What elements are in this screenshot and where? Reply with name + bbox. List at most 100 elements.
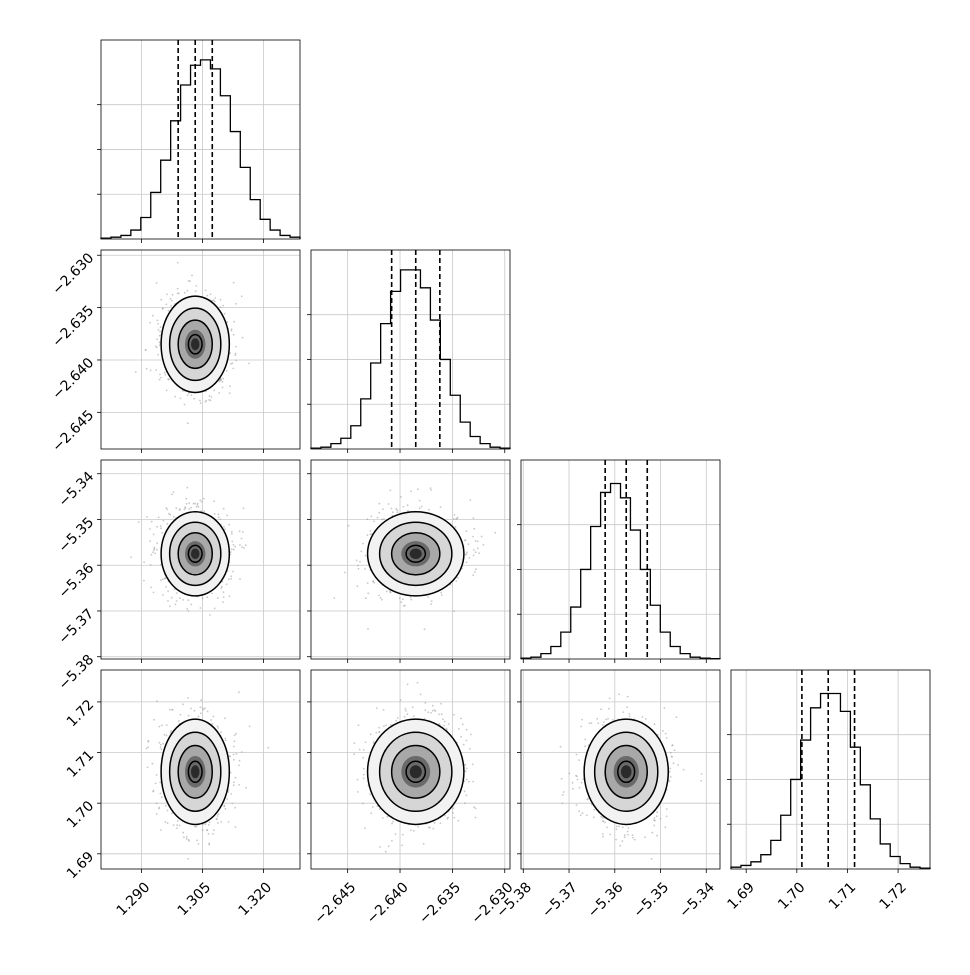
scatter-point	[161, 748, 163, 750]
scatter-point	[356, 585, 358, 587]
scatter-point	[453, 518, 455, 520]
scatter-point	[622, 840, 624, 842]
scatter-point	[225, 808, 227, 810]
scatter-point	[231, 541, 233, 543]
scatter-point	[466, 740, 468, 742]
scatter-point	[162, 578, 164, 580]
scatter-point	[217, 815, 219, 817]
scatter-point	[383, 725, 385, 727]
scatter-point	[200, 402, 202, 404]
scatter-point	[222, 601, 224, 603]
scatter-point	[231, 328, 233, 330]
scatter-point	[267, 747, 269, 749]
scatter-point	[230, 793, 232, 795]
scatter-point	[161, 796, 163, 798]
scatter-point	[235, 777, 237, 779]
scatter-point	[199, 499, 201, 501]
scatter-point	[209, 395, 211, 397]
scatter-point	[202, 597, 204, 599]
scatter-point	[239, 544, 241, 546]
scatter-point	[146, 516, 148, 518]
scatter-point	[147, 740, 149, 742]
scatter-point	[170, 730, 172, 732]
scatter-point	[230, 575, 232, 577]
scatter-point	[469, 499, 471, 501]
scatter-point	[166, 724, 168, 726]
scatter-point	[171, 597, 173, 599]
scatter-point	[700, 780, 702, 782]
scatter-point	[440, 592, 442, 594]
scatter-point	[202, 708, 204, 710]
scatter-point	[149, 540, 151, 542]
scatter-point	[159, 726, 161, 728]
scatter-point	[155, 369, 157, 371]
scatter-point	[187, 858, 189, 860]
scatter-point	[466, 794, 468, 796]
scatter-point	[371, 516, 373, 518]
scatter-point	[220, 587, 222, 589]
scatter-point	[440, 506, 442, 508]
scatter-point	[217, 727, 219, 729]
scatter-point	[232, 571, 234, 573]
scatter-point	[199, 706, 201, 708]
scatter-point	[379, 503, 381, 505]
scatter-point	[441, 594, 443, 596]
scatter-point	[375, 732, 377, 734]
scatter-point	[233, 334, 235, 336]
scatter-point	[664, 826, 666, 828]
scatter-point	[177, 820, 179, 822]
scatter-point	[159, 374, 161, 376]
scatter-point	[158, 808, 160, 810]
scatter-point	[370, 812, 372, 814]
scatter-point	[622, 826, 624, 828]
scatter-point	[457, 820, 459, 822]
scatter-point	[464, 791, 466, 793]
scatter-point	[191, 394, 193, 396]
scatter-point	[151, 554, 153, 556]
scatter-point	[167, 600, 169, 602]
scatter-point	[188, 839, 190, 841]
scatter-point	[242, 531, 244, 533]
scatter-point	[177, 288, 179, 290]
scatter-point	[218, 813, 220, 815]
scatter-point	[407, 510, 409, 512]
scatter-point	[358, 724, 360, 726]
scatter-point	[169, 514, 171, 516]
scatter-point	[165, 805, 167, 807]
scatter-point	[444, 721, 446, 723]
scatter-point	[410, 596, 412, 598]
scatter-point	[232, 368, 234, 370]
scatter-point	[463, 744, 465, 746]
scatter-point	[185, 507, 187, 509]
scatter-point	[370, 733, 372, 735]
scatter-point	[582, 812, 584, 814]
scatter-point	[169, 605, 171, 607]
scatter-point	[161, 724, 163, 726]
scatter-point	[174, 396, 176, 398]
scatter-point	[209, 822, 211, 824]
scatter-point	[365, 597, 367, 599]
scatter-point	[381, 599, 383, 601]
scatter-point	[203, 510, 205, 512]
scatter-point	[391, 508, 393, 510]
scatter-point	[370, 533, 372, 535]
scatter-point	[156, 526, 158, 528]
scatter-point	[146, 748, 148, 750]
scatter-point	[362, 757, 364, 759]
scatter-point	[210, 719, 212, 721]
scatter-point	[226, 583, 228, 585]
scatter-point	[167, 822, 169, 824]
scatter-point	[176, 827, 178, 829]
scatter-point	[156, 347, 158, 349]
scatter-point	[157, 323, 159, 325]
scatter-point	[229, 756, 231, 758]
scatter-point	[150, 370, 152, 372]
y-tick-label-1-0: −2.645	[49, 407, 97, 455]
scatter-point	[233, 282, 235, 284]
scatter-point	[466, 779, 468, 781]
y-tick-label-3-2: 1.71	[64, 748, 97, 781]
scatter-point	[193, 398, 195, 400]
scatter-point	[466, 551, 468, 553]
scatter-point	[357, 791, 359, 793]
scatter-point	[160, 747, 162, 749]
